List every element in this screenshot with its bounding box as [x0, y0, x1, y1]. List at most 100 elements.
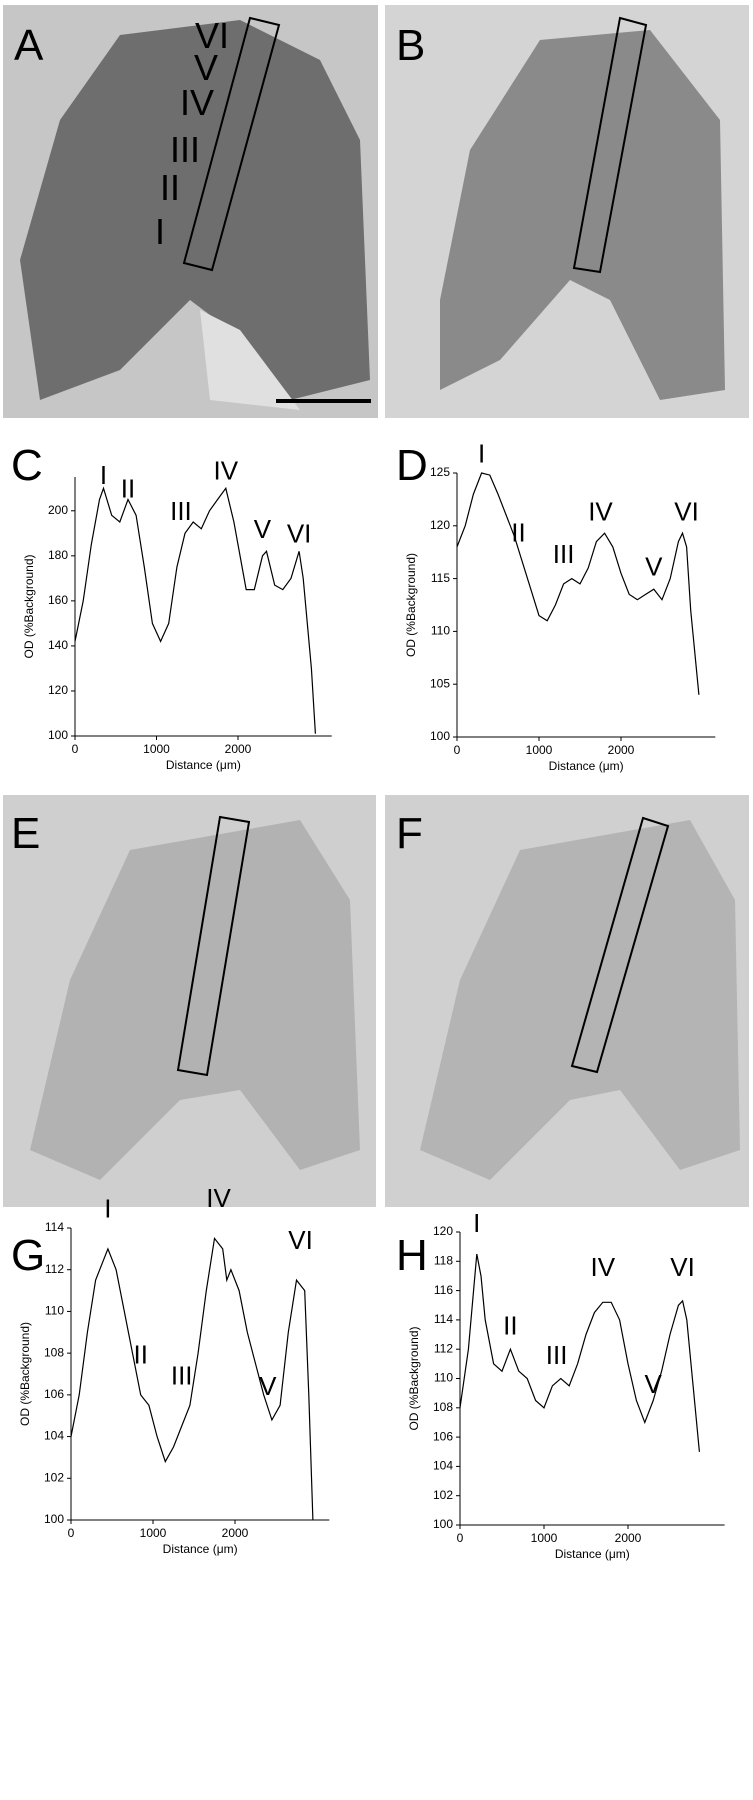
- tissue-gap: [200, 310, 300, 410]
- y-tick-label: 120: [430, 518, 450, 532]
- sampling-box: [572, 16, 648, 274]
- layer-annotation: IV: [213, 455, 238, 485]
- x-tick-label: 1000: [143, 742, 170, 756]
- sampling-box: [176, 815, 251, 1077]
- y-tick-label: 100: [433, 1517, 453, 1531]
- panel-letter: F: [396, 809, 423, 858]
- tissue: [20, 20, 370, 400]
- tissue: [420, 820, 740, 1180]
- panel-letter: A: [14, 21, 44, 70]
- y-tick-label: 120: [48, 683, 68, 697]
- x-tick-label: 0: [457, 1531, 464, 1545]
- layer-annotation: IV: [591, 1252, 616, 1282]
- profile-line: [459, 1253, 700, 1452]
- y-axis-label: OD (%Background): [407, 1326, 421, 1430]
- panel-letter: H: [396, 1231, 428, 1280]
- x-tick-label: 2000: [225, 742, 252, 756]
- y-tick-label: 114: [434, 1312, 453, 1326]
- x-axis-label: Distance (μm): [163, 1542, 238, 1556]
- layer-annotation: II: [511, 518, 525, 548]
- y-tick-label: 108: [433, 1400, 453, 1414]
- x-axis-label: Distance (μm): [166, 758, 241, 772]
- layer-annotation: IV: [588, 497, 613, 527]
- y-tick-label: 100: [430, 729, 450, 743]
- y-tick-label: 102: [433, 1488, 453, 1502]
- y-axis-label: OD (%Background): [22, 554, 36, 658]
- x-tick-label: 0: [68, 1526, 75, 1540]
- layer-annotation: VI: [674, 497, 699, 527]
- y-tick-label: 100: [44, 1512, 64, 1526]
- layer-annotation: VI: [288, 1225, 313, 1255]
- layer-annotation: V: [645, 1369, 663, 1399]
- y-tick-label: 120: [433, 1224, 453, 1238]
- x-tick-label: 1000: [531, 1531, 558, 1545]
- profile-line: [70, 1236, 314, 1521]
- y-tick-label: 106: [433, 1429, 453, 1443]
- y-tick-label: 125: [430, 465, 450, 479]
- y-tick-label: 140: [48, 638, 68, 652]
- panel-letter: G: [11, 1231, 45, 1280]
- x-tick-label: 0: [72, 742, 79, 756]
- y-tick-label: 108: [44, 1345, 64, 1359]
- layer-annotation: II: [503, 1311, 517, 1341]
- layer-annotation: V: [645, 551, 663, 581]
- y-tick-label: 118: [434, 1253, 453, 1267]
- layer-annotation: VI: [670, 1252, 695, 1282]
- panel-letter: B: [396, 21, 425, 70]
- panel-letter: D: [396, 441, 428, 490]
- y-tick-label: 110: [45, 1304, 64, 1318]
- layer-annotation: I: [473, 1208, 480, 1238]
- x-tick-label: 2000: [608, 743, 635, 757]
- y-tick-label: 114: [45, 1220, 64, 1234]
- profile-line: [74, 486, 316, 734]
- panel-letter: C: [11, 441, 43, 490]
- layer-annotation: III: [171, 1360, 193, 1390]
- layer-label: IV: [180, 82, 214, 123]
- x-tick-label: 2000: [615, 1531, 642, 1545]
- y-tick-label: 116: [434, 1283, 453, 1297]
- y-tick-label: 104: [44, 1429, 64, 1443]
- x-tick-label: 2000: [222, 1526, 249, 1540]
- layer-label: III: [170, 129, 200, 170]
- y-axis-label: OD (%Background): [404, 553, 418, 657]
- layer-annotation: V: [259, 1371, 277, 1401]
- y-tick-label: 110: [434, 1371, 453, 1385]
- x-tick-label: 1000: [140, 1526, 167, 1540]
- y-tick-label: 102: [44, 1470, 64, 1484]
- y-tick-label: 100: [48, 728, 68, 742]
- layer-annotation: V: [254, 514, 272, 544]
- layer-annotation: III: [170, 496, 192, 526]
- profile-line: [456, 472, 700, 695]
- layer-annotation: I: [100, 460, 107, 490]
- y-tick-label: 105: [430, 676, 450, 690]
- sampling-box: [182, 16, 281, 272]
- panel-letter: E: [11, 809, 40, 858]
- y-tick-label: 104: [433, 1459, 453, 1473]
- layer-label: VI: [195, 15, 229, 56]
- x-tick-label: 0: [454, 743, 461, 757]
- layer-label: V: [194, 47, 218, 88]
- layer-annotation: II: [121, 473, 135, 503]
- y-tick-label: 112: [434, 1341, 453, 1355]
- layer-annotation: IV: [206, 1183, 231, 1213]
- sampling-box: [570, 816, 670, 1074]
- x-axis-label: Distance (μm): [555, 1547, 630, 1561]
- x-tick-label: 1000: [526, 743, 553, 757]
- y-tick-label: 106: [44, 1387, 64, 1401]
- layer-annotation: I: [478, 438, 485, 468]
- layer-annotation: III: [546, 1340, 568, 1370]
- y-tick-label: 200: [48, 503, 68, 517]
- layer-label: I: [155, 211, 165, 252]
- tissue: [30, 820, 360, 1180]
- layer-annotation: I: [104, 1194, 111, 1224]
- y-tick-label: 112: [45, 1262, 64, 1276]
- layer-annotation: II: [133, 1340, 147, 1370]
- layer-annotation: VI: [287, 518, 312, 548]
- layer-label: II: [160, 167, 180, 208]
- layer-annotation: III: [553, 539, 575, 569]
- x-axis-label: Distance (μm): [549, 759, 624, 773]
- y-tick-label: 110: [431, 624, 450, 638]
- y-tick-label: 160: [48, 593, 68, 607]
- y-axis-label: OD (%Background): [18, 1322, 32, 1426]
